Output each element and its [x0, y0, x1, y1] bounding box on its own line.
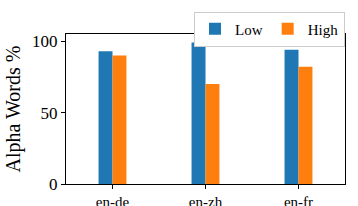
svg-text:0: 0 [49, 175, 58, 194]
svg-text:en-fr: en-fr [284, 194, 313, 206]
svg-text:Low: Low [235, 22, 263, 38]
svg-text:High: High [308, 22, 339, 38]
svg-text:en-de: en-de [96, 194, 130, 206]
svg-text:en-zh: en-zh [189, 194, 223, 206]
svg-text:Alpha Words %: Alpha Words % [2, 46, 25, 173]
svg-text:100: 100 [32, 32, 58, 51]
svg-text:50: 50 [41, 104, 58, 123]
